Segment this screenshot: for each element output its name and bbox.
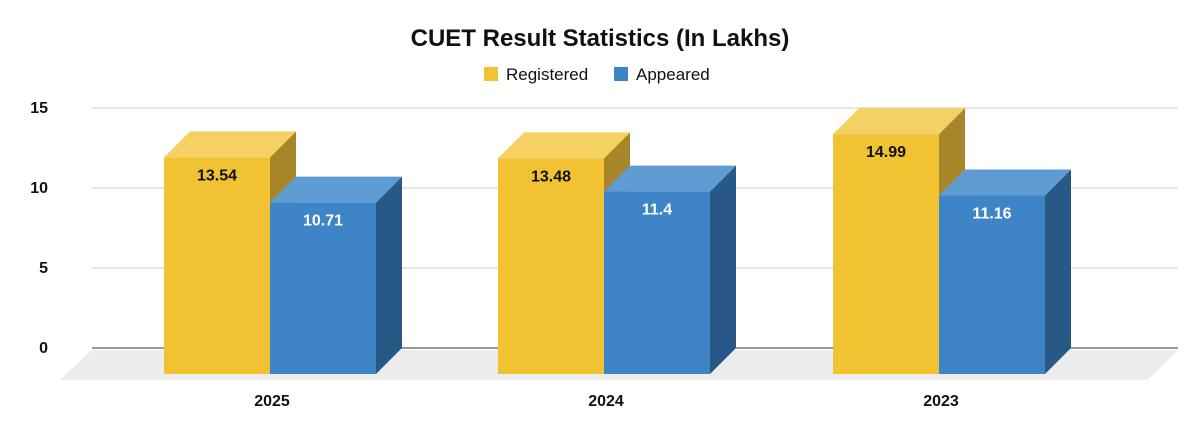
chart-title: CUET Result Statistics (In Lakhs) xyxy=(411,25,790,52)
x-category-label: 2024 xyxy=(588,393,624,410)
legend-swatch-appeared xyxy=(614,67,628,81)
bar-top xyxy=(498,132,630,159)
bar-appeared-2025 xyxy=(270,176,402,374)
data-label: 13.48 xyxy=(531,168,571,185)
bar-side xyxy=(710,165,736,374)
y-tick-label: 5 xyxy=(39,260,48,277)
bar-top xyxy=(164,131,296,158)
bar-top xyxy=(833,108,965,135)
bar-top xyxy=(270,176,402,203)
bar-front xyxy=(833,134,939,374)
bar-appeared-2024 xyxy=(604,165,736,374)
x-axis-categories: 2025 2024 2023 xyxy=(254,393,959,410)
data-labels: 13.54 10.71 13.48 11.4 14.99 11.16 xyxy=(197,144,1012,229)
data-label: 10.71 xyxy=(303,213,343,230)
bar-front xyxy=(604,191,710,374)
bar-front xyxy=(164,157,270,374)
legend: Registered Appeared xyxy=(484,65,710,84)
x-category-label: 2025 xyxy=(254,393,290,410)
bar-top xyxy=(939,169,1071,196)
legend-label-registered: Registered xyxy=(506,65,588,84)
bars xyxy=(164,108,1071,374)
y-tick-label: 10 xyxy=(30,180,48,197)
y-tick-label: 0 xyxy=(39,340,48,357)
bar-side xyxy=(376,176,402,374)
bar-appeared-2023 xyxy=(939,169,1071,374)
bar-top xyxy=(604,165,736,192)
data-label: 11.4 xyxy=(642,202,672,219)
legend-label-appeared: Appeared xyxy=(636,65,710,84)
y-tick-label: 15 xyxy=(30,100,48,117)
data-label: 14.99 xyxy=(866,144,906,161)
legend-swatch-registered xyxy=(484,67,498,81)
bar-front xyxy=(939,195,1045,374)
data-label: 11.16 xyxy=(972,205,1011,222)
bar-front xyxy=(270,202,376,374)
bar-side xyxy=(1045,169,1071,374)
data-label: 13.54 xyxy=(197,167,237,184)
bar-front xyxy=(498,158,604,374)
y-axis-ticks: 0 5 10 15 xyxy=(30,100,48,357)
x-category-label: 2023 xyxy=(923,393,959,410)
